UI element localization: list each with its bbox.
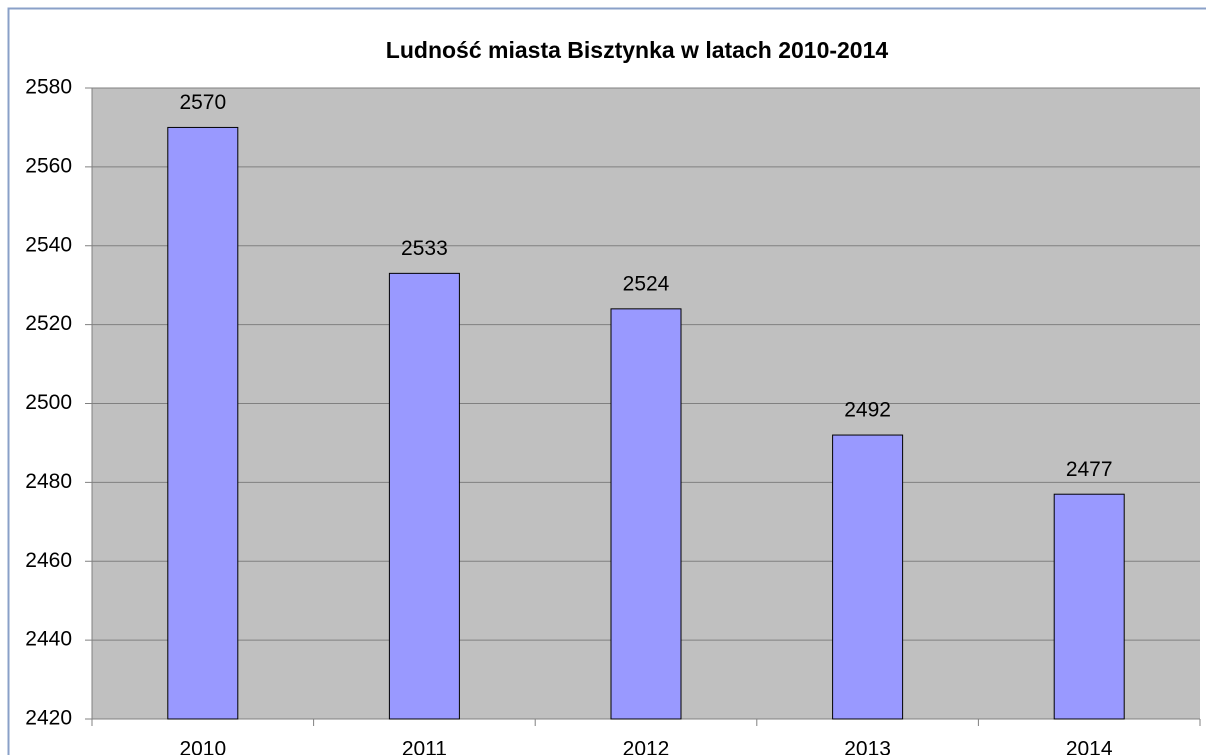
x-tick-label: 2011	[402, 738, 447, 755]
bar	[1053, 493, 1125, 720]
bar	[832, 434, 904, 720]
x-tick-label: 2010	[179, 738, 226, 755]
value-label: 2570	[179, 91, 226, 114]
y-tick-label: 2540	[25, 233, 72, 256]
bar	[388, 272, 460, 720]
value-label: 2492	[844, 399, 891, 422]
bar	[610, 308, 682, 720]
y-tick-label: 2520	[25, 312, 72, 335]
y-tick-label: 2420	[25, 707, 72, 730]
y-tick-label: 2440	[25, 628, 72, 651]
x-tick-label: 2012	[623, 738, 670, 755]
value-label: 2533	[401, 237, 448, 260]
y-tick-label: 2480	[25, 470, 72, 493]
y-tick-label: 2500	[25, 391, 72, 414]
value-label: 2477	[1066, 458, 1113, 481]
value-label: 2524	[623, 272, 670, 295]
bar	[167, 126, 239, 720]
x-tick-label: 2014	[1066, 738, 1113, 755]
y-tick-label: 2460	[25, 549, 72, 572]
x-tick-label: 2013	[844, 738, 891, 755]
y-tick-label: 2580	[25, 76, 72, 99]
y-tick-label: 2560	[25, 154, 72, 177]
chart-title: Ludność miasta Bisztynka w latach 2010-2…	[386, 37, 889, 63]
